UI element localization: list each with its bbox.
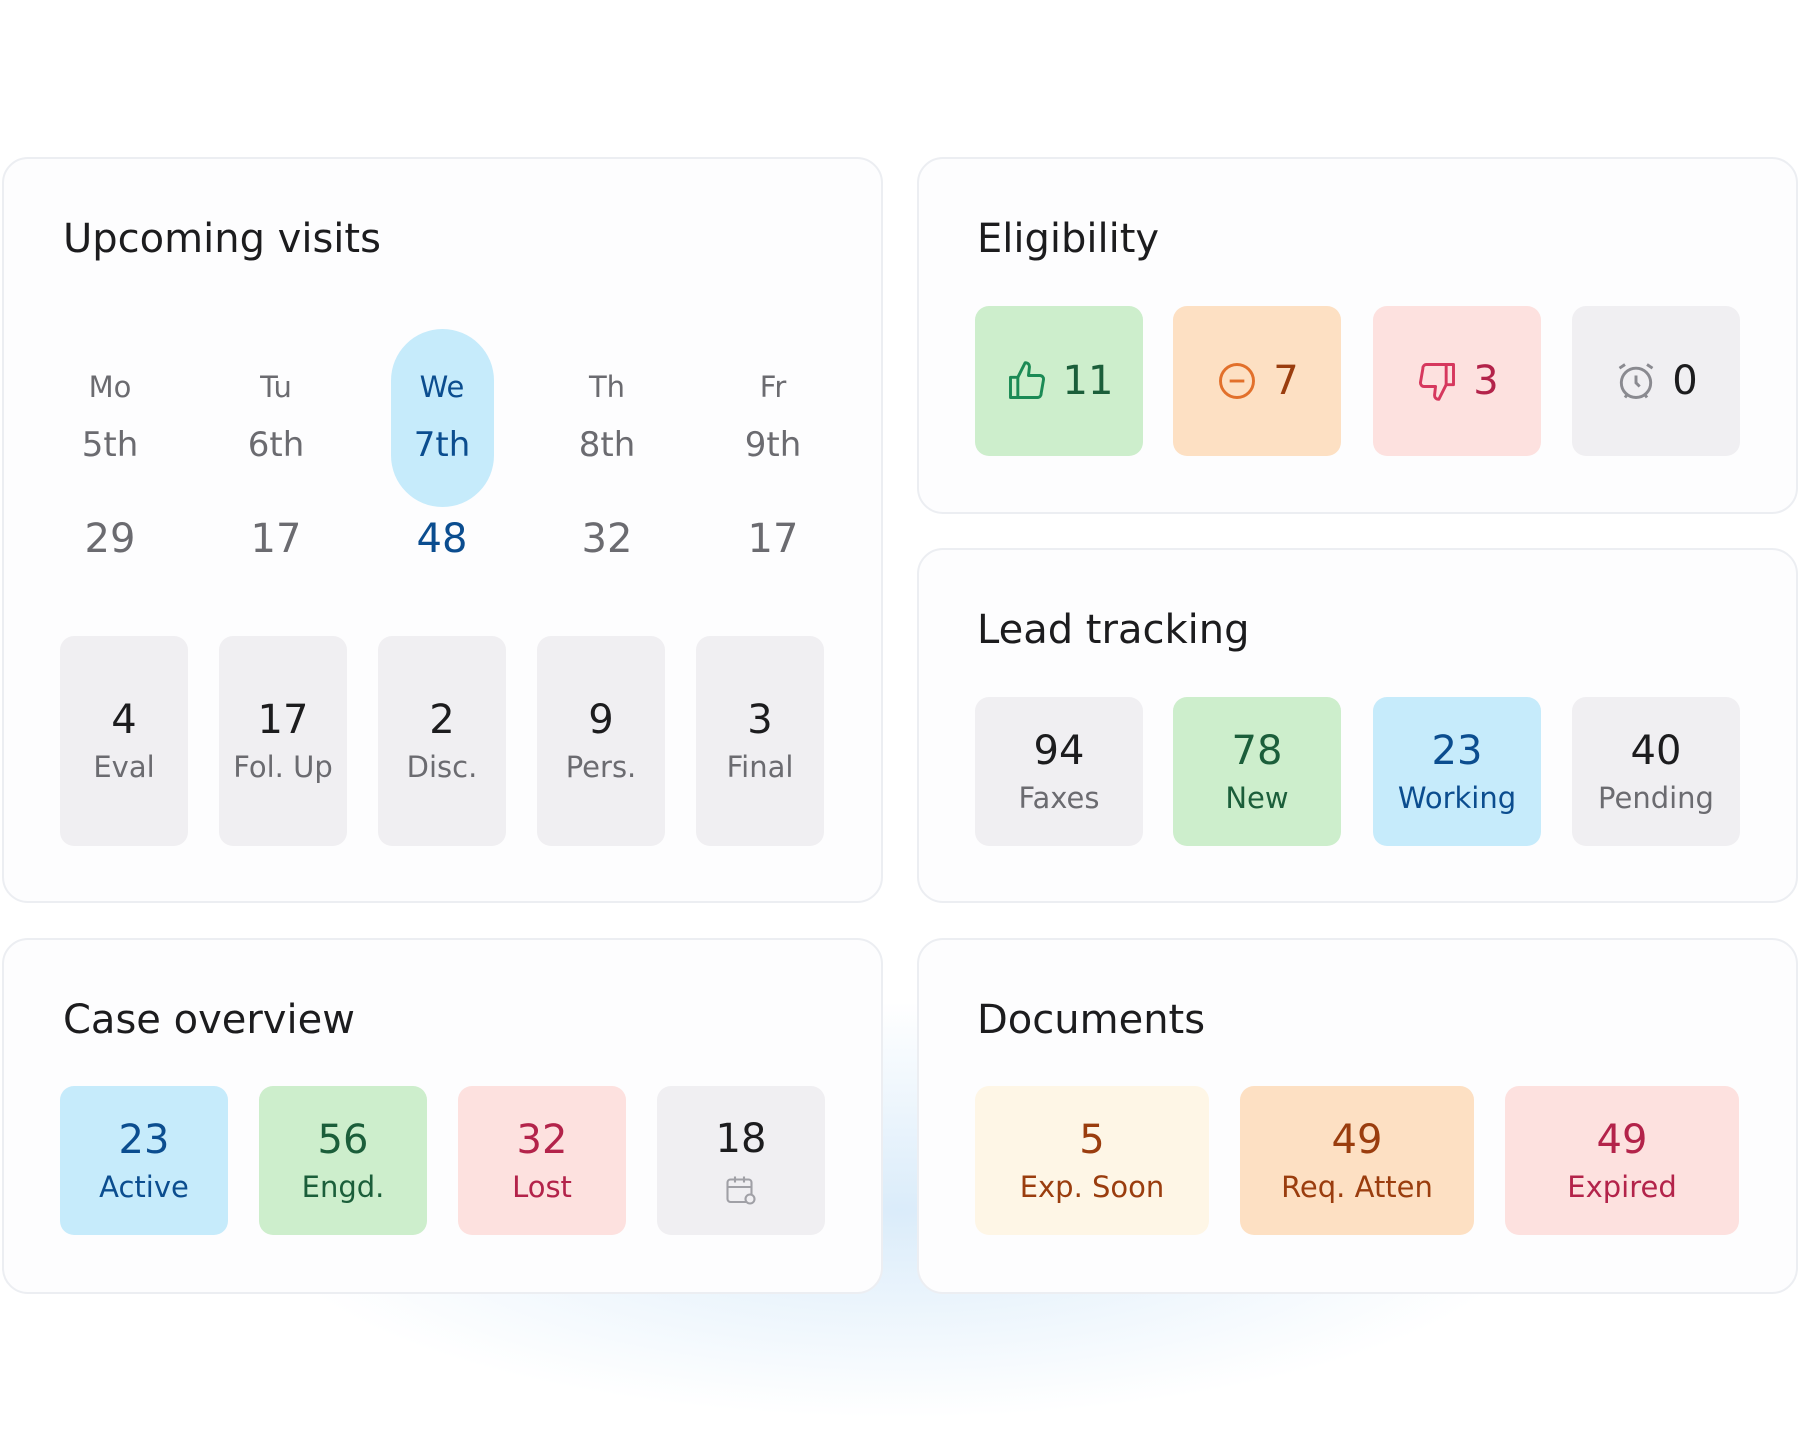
- document-count: 49: [1596, 1116, 1648, 1163]
- case-tile[interactable]: 23 Active: [60, 1086, 228, 1235]
- icon: [1419, 363, 1456, 401]
- eligibility-tile[interactable]: 7: [1173, 306, 1341, 456]
- lead-label: New: [1225, 780, 1289, 815]
- visit-type-count: 9: [588, 697, 614, 744]
- visit-type-label: Pers.: [565, 750, 637, 785]
- lead-tile[interactable]: 23 Working: [1373, 697, 1541, 846]
- eligibility-icon: [1415, 359, 1459, 403]
- document-label: Exp. Soon: [1019, 1169, 1165, 1204]
- eligibility-count: 0: [1672, 358, 1698, 404]
- day-name: Mo: [88, 370, 132, 404]
- lead-count: 40: [1630, 727, 1682, 774]
- visit-type-label: Final: [726, 750, 794, 785]
- card-title: Upcoming visits: [63, 216, 381, 262]
- document-tile[interactable]: 49 Expired: [1505, 1086, 1739, 1235]
- visit-type-label: Fol. Up: [233, 750, 333, 785]
- eligibility-count: 3: [1473, 358, 1499, 404]
- day-name: We: [419, 370, 465, 404]
- day-column[interactable]: Tu 6th 17: [206, 368, 346, 564]
- eligibility-tile[interactable]: 11: [975, 306, 1143, 456]
- visit-type-label: Disc.: [406, 750, 478, 785]
- visit-type-tile: 3 Final: [696, 636, 824, 846]
- day-date: 7th: [413, 425, 471, 465]
- case-label: Active: [99, 1169, 189, 1204]
- eligibility-tile[interactable]: 0: [1572, 306, 1740, 456]
- day-count: 29: [84, 516, 136, 562]
- visit-type-tile: 9 Pers.: [537, 636, 665, 846]
- visit-type-count: 17: [257, 697, 309, 744]
- document-tile[interactable]: 49 Req. Atten: [1240, 1086, 1474, 1235]
- card-title: Lead tracking: [977, 607, 1250, 653]
- document-label: Req. Atten: [1281, 1169, 1433, 1204]
- day-count: 17: [747, 516, 799, 562]
- document-tile[interactable]: 5 Exp. Soon: [975, 1086, 1209, 1235]
- visit-type-count: 4: [111, 697, 137, 744]
- day-name: Tu: [260, 370, 292, 404]
- case-count: 18: [715, 1115, 767, 1162]
- lead-count: 94: [1033, 727, 1085, 774]
- document-count: 5: [1079, 1116, 1105, 1163]
- day-count: 48: [416, 516, 468, 562]
- day-name: Fr: [759, 370, 787, 404]
- lead-tile[interactable]: 40 Pending: [1572, 697, 1740, 846]
- day-date: 8th: [578, 425, 636, 465]
- lead-label: Faxes: [1018, 780, 1100, 815]
- day-date: 9th: [744, 425, 802, 465]
- day-name: Th: [588, 370, 626, 404]
- icon: [1618, 363, 1654, 399]
- visit-type-count: 3: [747, 697, 773, 744]
- visit-type-tile: 2 Disc.: [378, 636, 506, 846]
- case-tile[interactable]: 32 Lost: [458, 1086, 626, 1235]
- day-count: 32: [581, 516, 633, 562]
- lead-count: 23: [1431, 727, 1483, 774]
- eligibility-icon: [1215, 359, 1259, 403]
- eligibility-icon: [1614, 359, 1658, 403]
- day-column[interactable]: We 7th 48: [372, 368, 512, 564]
- card-title: Case overview: [63, 997, 355, 1043]
- case-label: Lost: [512, 1169, 572, 1204]
- day-date: 5th: [81, 425, 139, 465]
- case-label: Engd.: [301, 1169, 385, 1204]
- case-tile[interactable]: 18: [657, 1086, 825, 1235]
- day-column[interactable]: Fr 9th 17: [703, 368, 843, 564]
- eligibility-count: 11: [1062, 358, 1114, 404]
- eligibility-tile[interactable]: 3: [1373, 306, 1541, 456]
- case-tile[interactable]: 56 Engd.: [259, 1086, 427, 1235]
- day-column[interactable]: Mo 5th 29: [40, 368, 180, 564]
- selected-day-highlight: [391, 329, 494, 507]
- day-count: 17: [250, 516, 302, 562]
- eligibility-icon: [1005, 359, 1049, 403]
- day-column[interactable]: Th 8th 32: [537, 368, 677, 564]
- icon: [726, 1176, 756, 1205]
- lead-label: Pending: [1598, 780, 1714, 815]
- visit-type-tile: 17 Fol. Up: [219, 636, 347, 846]
- lead-label: Working: [1397, 780, 1517, 815]
- document-count: 49: [1331, 1116, 1383, 1163]
- visit-type-label: Eval: [93, 750, 155, 785]
- card-title: Eligibility: [977, 216, 1160, 262]
- case-count: 23: [118, 1116, 170, 1163]
- case-count: 32: [516, 1116, 568, 1163]
- icon: [1219, 363, 1256, 399]
- calendar-icon: [723, 1172, 759, 1208]
- visit-type-tile: 4 Eval: [60, 636, 188, 846]
- day-date: 6th: [247, 425, 305, 465]
- document-label: Expired: [1567, 1169, 1677, 1204]
- lead-count: 78: [1231, 727, 1283, 774]
- visit-type-count: 2: [429, 697, 455, 744]
- eligibility-count: 7: [1273, 358, 1299, 404]
- case-count: 56: [317, 1116, 369, 1163]
- lead-tile[interactable]: 78 New: [1173, 697, 1341, 846]
- lead-tile[interactable]: 94 Faxes: [975, 697, 1143, 846]
- card-title: Documents: [977, 997, 1206, 1043]
- icon: [1008, 361, 1045, 399]
